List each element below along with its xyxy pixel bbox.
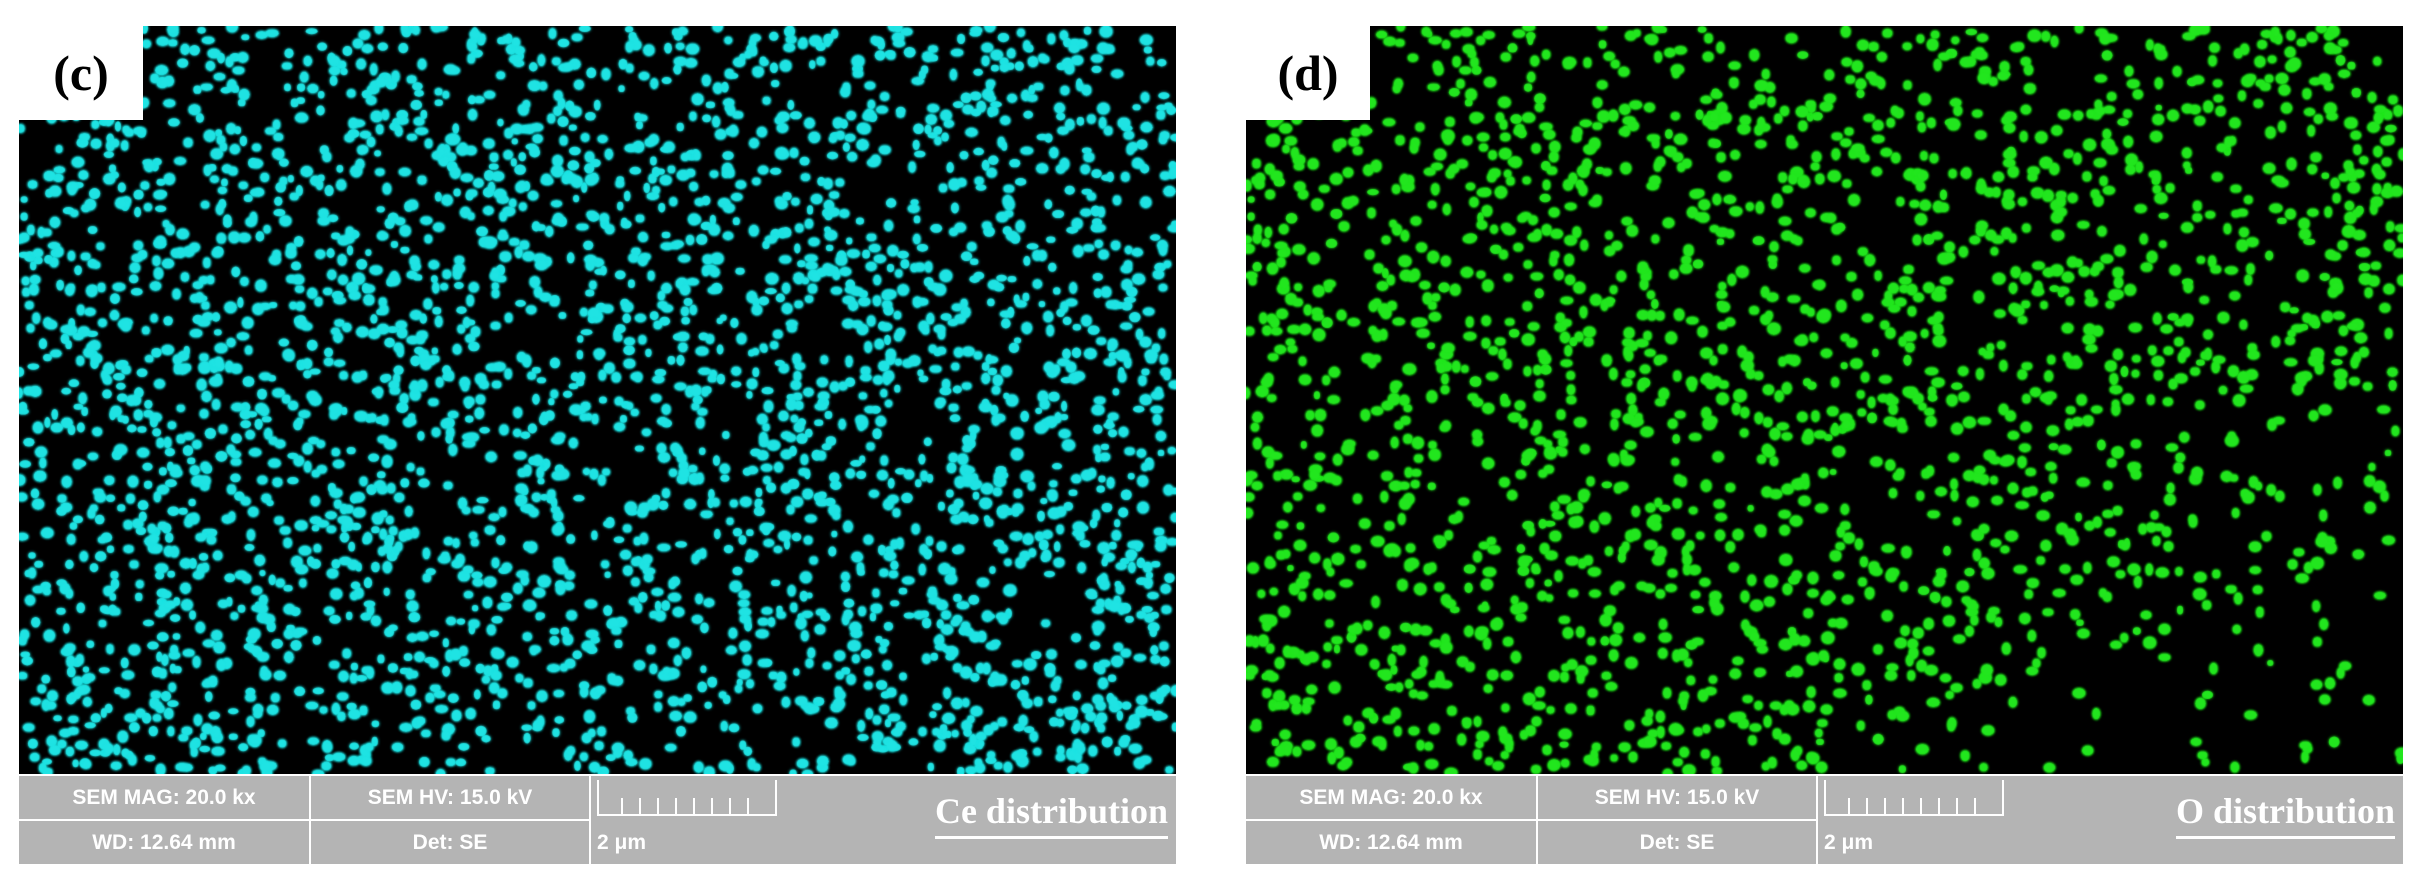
working-distance: WD: 12.64 mm (1319, 831, 1463, 854)
scale-label: 2 μm (597, 831, 647, 854)
divider (19, 819, 589, 821)
sem-info-bar: SEM MAG: 20.0 kx WD: 12.64 mm SEM HV: 15… (19, 774, 1176, 864)
distribution-title: O distribution (2175, 786, 2395, 839)
working-distance: WD: 12.64 mm (92, 831, 236, 854)
sem-mag: SEM MAG: 20.0 kx (1299, 786, 1483, 809)
panel-label-box: (d) (1246, 26, 1370, 120)
sem-mag: SEM MAG: 20.0 kx (72, 786, 256, 809)
divider (1246, 819, 1816, 821)
o-distribution-map (1246, 26, 2403, 774)
divider (589, 776, 591, 864)
detector: Det: SE (412, 831, 488, 854)
o-map-canvas (1246, 26, 2403, 774)
scale-bar (597, 780, 777, 816)
distribution-title: Ce distribution (934, 786, 1168, 839)
sem-hv: SEM HV: 15.0 kV (1594, 786, 1760, 809)
ce-distribution-map (19, 26, 1176, 774)
panel-d: (d) SEM MAG: 20.0 kx WD: 12.64 mm SEM HV… (1246, 26, 2403, 864)
scale-label: 2 μm (1824, 831, 1874, 854)
divider (1816, 776, 1818, 864)
panel-label-box: (c) (19, 26, 143, 120)
scale-bar (1824, 780, 2004, 816)
panel-c: (c) SEM MAG: 20.0 kx WD: 12.64 mm SEM HV… (19, 26, 1176, 864)
panel-label: (c) (53, 45, 109, 101)
ce-map-canvas (19, 26, 1176, 774)
detector: Det: SE (1639, 831, 1715, 854)
sem-hv: SEM HV: 15.0 kV (367, 786, 533, 809)
sem-info-bar: SEM MAG: 20.0 kx WD: 12.64 mm SEM HV: 15… (1246, 774, 2403, 864)
panel-label: (d) (1277, 45, 1339, 101)
